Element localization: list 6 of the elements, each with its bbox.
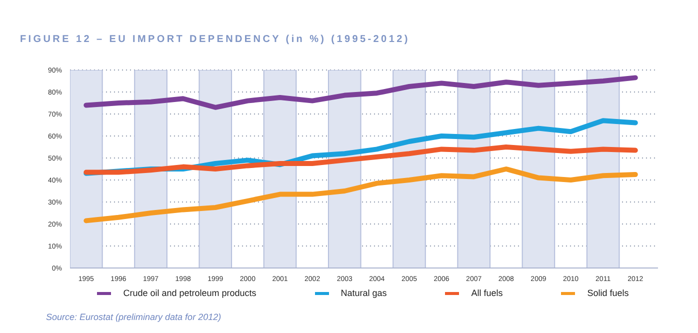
legend-label: All fuels bbox=[471, 288, 503, 298]
chart-title: FIGURE 12 – EU IMPORT DEPENDENCY (in %) (1995-2012) bbox=[20, 34, 410, 45]
legend-label: Natural gas bbox=[340, 288, 387, 298]
source-note: Source: Eurostat (preliminary data for 2012) bbox=[46, 312, 222, 322]
legend-label: Crude oil and petroleum products bbox=[123, 288, 256, 298]
legend-label: Solid fuels bbox=[587, 288, 629, 298]
